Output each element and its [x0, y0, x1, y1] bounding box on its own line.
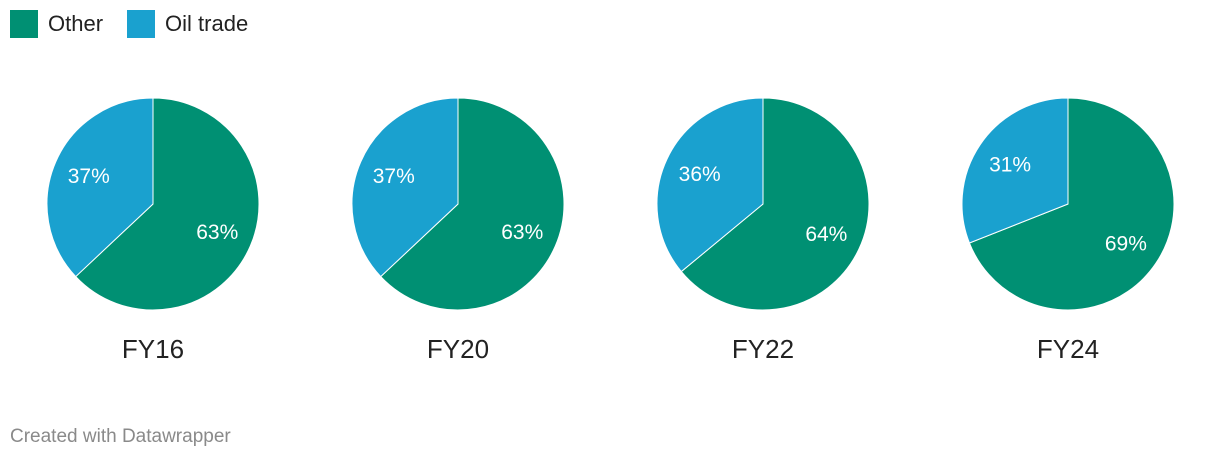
slice-label-fy22-oil-trade: 36% [679, 163, 721, 186]
pie-fy22: 64% 36% FY22 [656, 97, 870, 364]
slice-fy16-oil-trade [46, 97, 154, 278]
slice-fy20-oil-trade [351, 97, 459, 278]
slice-fy22-other [680, 97, 870, 311]
slice-label-fy24-oil-trade: 31% [989, 154, 1031, 177]
pie-charts: 63% 37% FY16 63% 37% FY20 64% 36% FY22 69% 31% FY24 [46, 97, 1175, 364]
slice-fy24-other [968, 97, 1175, 311]
legend-item-other: Other [10, 10, 103, 38]
legend-label-oil-trade: Oil trade [165, 11, 249, 36]
slice-label-fy20-other: 63% [501, 221, 543, 244]
pie-label-fy16: FY16 [122, 334, 184, 364]
pie-fy20: 63% 37% FY20 [351, 97, 565, 364]
footer-credit: Created with Datawrapper [10, 426, 231, 447]
pie-fy16: 63% 37% FY16 [46, 97, 260, 364]
legend-label-other: Other [48, 11, 104, 36]
legend: Other Oil trade [10, 10, 272, 38]
slice-label-fy16-oil-trade: 37% [68, 165, 110, 188]
slice-fy20-other [380, 97, 565, 311]
slice-label-fy20-oil-trade: 37% [373, 165, 415, 188]
pie-fy24: 69% 31% FY24 [961, 97, 1175, 364]
legend-swatch-other [10, 10, 38, 38]
slice-label-fy16-other: 63% [196, 221, 238, 244]
legend-swatch-oil-trade [127, 10, 156, 38]
slice-fy24-oil-trade [961, 97, 1069, 244]
pie-label-fy22: FY22 [732, 334, 794, 364]
pie-label-fy20: FY20 [427, 334, 489, 364]
slice-label-fy24-other: 69% [1105, 232, 1147, 255]
pie-label-fy24: FY24 [1037, 334, 1099, 364]
slice-label-fy22-other: 64% [805, 223, 847, 246]
slice-fy22-oil-trade [656, 97, 764, 273]
legend-item-oil-trade: Oil trade [127, 10, 248, 38]
slice-fy16-other [75, 97, 260, 311]
